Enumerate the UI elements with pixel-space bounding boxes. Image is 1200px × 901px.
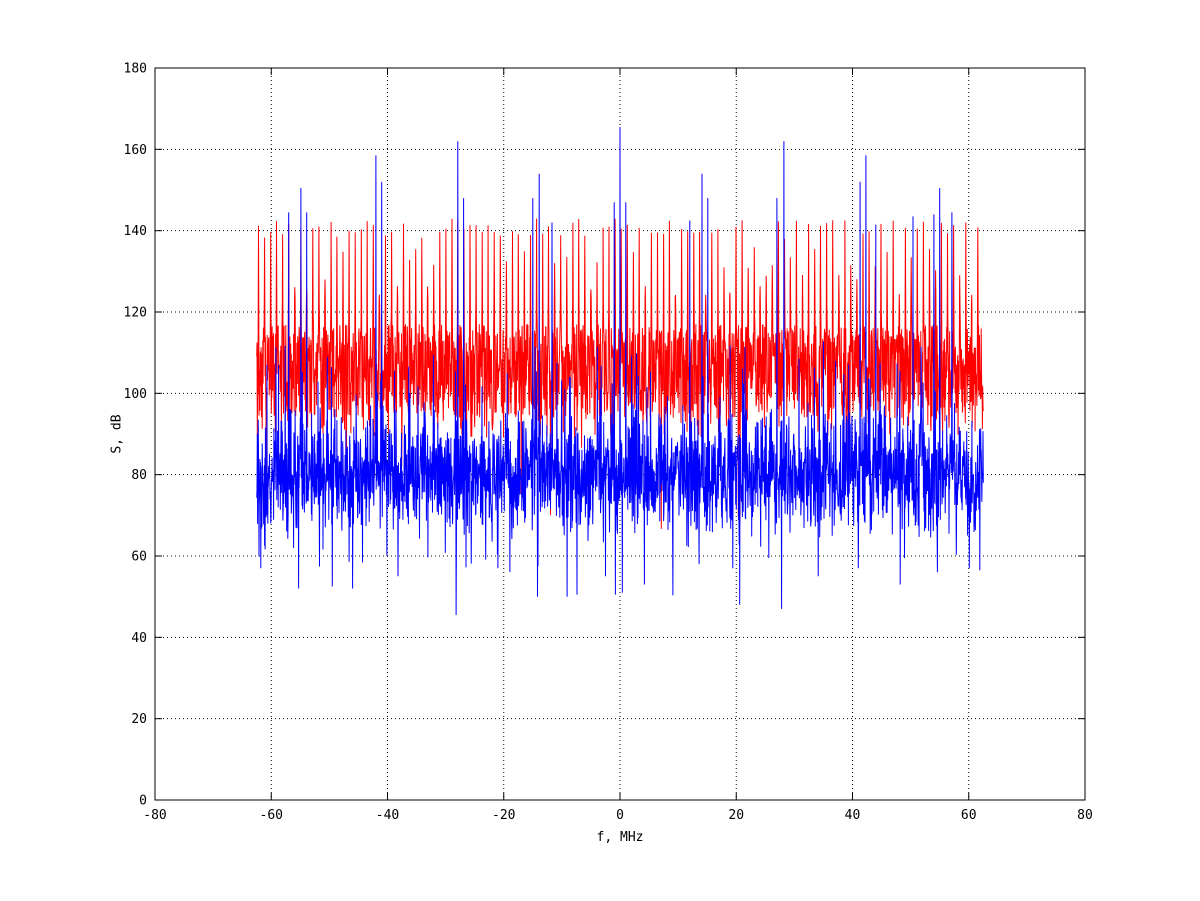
y-tick-label: 160 (124, 143, 147, 158)
y-tick-label: 80 (131, 468, 147, 483)
x-tick-label: -20 (492, 808, 515, 823)
x-axis-label: f, MHz (596, 830, 644, 845)
x-tick-label: 20 (728, 808, 744, 823)
x-tick-label: -80 (143, 808, 166, 823)
y-axis-label: S, dB (109, 414, 125, 454)
y-tick-label: 180 (124, 62, 147, 77)
x-tick-label: 40 (845, 808, 861, 823)
x-tick-label: 0 (616, 808, 624, 823)
y-tick-label: 40 (131, 631, 147, 646)
x-tick-label: -40 (376, 808, 399, 823)
y-tick-label: 120 (124, 306, 147, 321)
tick-marks (154, 67, 1086, 801)
y-tick-label: 20 (131, 712, 147, 727)
y-tick-label: 60 (131, 550, 147, 565)
series-noise-spectrum (256, 126, 984, 616)
y-tick-label: 140 (124, 224, 147, 239)
x-tick-label: 80 (1077, 808, 1093, 823)
x-tick-label: 60 (961, 808, 977, 823)
y-tick-label: 0 (139, 794, 147, 809)
y-tick-label: 100 (124, 387, 147, 402)
x-tick-label: -60 (260, 808, 283, 823)
